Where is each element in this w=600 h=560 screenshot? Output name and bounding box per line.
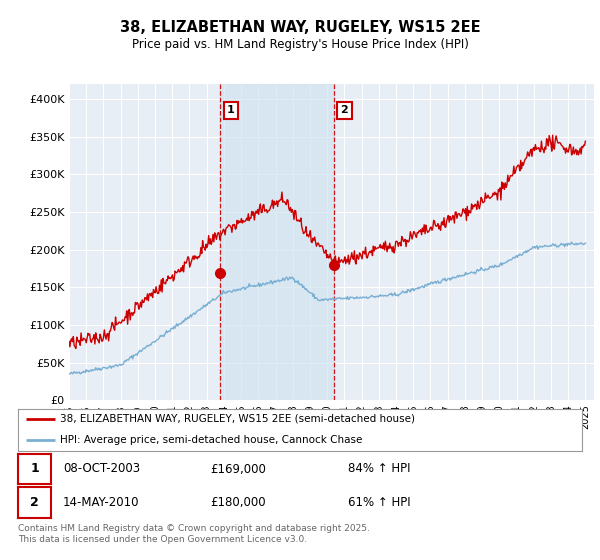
Text: Price paid vs. HM Land Registry's House Price Index (HPI): Price paid vs. HM Land Registry's House … [131,38,469,51]
Text: 38, ELIZABETHAN WAY, RUGELEY, WS15 2EE: 38, ELIZABETHAN WAY, RUGELEY, WS15 2EE [119,20,481,35]
Text: Contains HM Land Registry data © Crown copyright and database right 2025.
This d: Contains HM Land Registry data © Crown c… [18,524,370,544]
Text: HPI: Average price, semi-detached house, Cannock Chase: HPI: Average price, semi-detached house,… [60,435,362,445]
Text: 14-MAY-2010: 14-MAY-2010 [63,496,139,509]
Text: £169,000: £169,000 [210,463,266,475]
Text: 61% ↑ HPI: 61% ↑ HPI [348,496,410,509]
Text: 08-OCT-2003: 08-OCT-2003 [63,463,140,475]
Bar [220,84,334,400]
Text: 1: 1 [30,463,39,475]
Text: 38, ELIZABETHAN WAY, RUGELEY, WS15 2EE (semi-detached house): 38, ELIZABETHAN WAY, RUGELEY, WS15 2EE (… [60,414,415,424]
Text: 2: 2 [30,496,39,509]
Text: 2: 2 [340,105,348,115]
Text: £180,000: £180,000 [210,496,266,509]
Text: 84% ↑ HPI: 84% ↑ HPI [348,463,410,475]
Text: 1: 1 [227,105,235,115]
